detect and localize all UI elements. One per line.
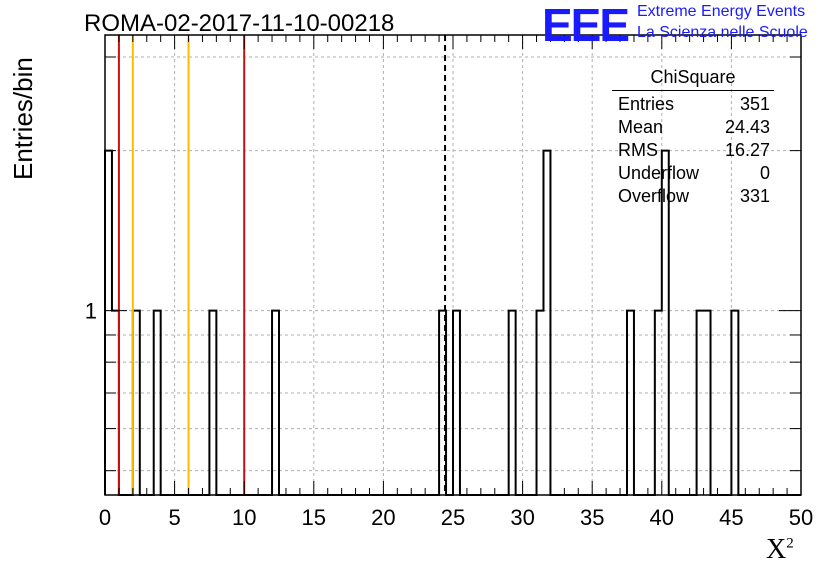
reference-lines: [117, 35, 447, 495]
stats-label: Entries: [618, 94, 675, 114]
stats-value: 16.27: [724, 140, 770, 160]
stats-value: 351: [739, 94, 770, 114]
logo-mark: EEE: [542, 0, 630, 51]
x-tick-label: 5: [168, 505, 180, 530]
stats-row-entries: Entries 351: [612, 93, 774, 116]
x-tick-label: 35: [580, 505, 604, 530]
stats-label: Mean: [618, 117, 664, 137]
x-tick-label: 0: [99, 505, 111, 530]
y-axis-label: Entries/bin: [8, 57, 38, 180]
y-tick-labels: 1: [85, 299, 97, 324]
x-axis-label-superscript: 2: [786, 535, 794, 552]
x-axis-label-base: X: [766, 534, 787, 565]
x-tick-labels: 0 5 10 15 20 25 30 35 40 45 50: [99, 505, 813, 530]
axis-ticks: [104, 35, 802, 495]
x-axis-label: X2: [766, 534, 794, 566]
stats-row-mean: Mean 24.43: [612, 116, 774, 139]
stats-box: ChiSquare Entries 351 Mean 24.43 RMS 16.27 …: [612, 64, 774, 208]
x-tick-label: 30: [510, 505, 534, 530]
stats-row-overflow: Overflow 331: [612, 185, 774, 208]
stats-value: 331: [739, 186, 770, 206]
stats-label: Overflow: [618, 186, 690, 206]
x-tick-label: 15: [302, 505, 326, 530]
x-tick-label: 10: [232, 505, 256, 530]
logo-line-2: La Scienza nelle Scuole: [637, 24, 808, 41]
chart-title: ROMA-02-2017-11-10-00218: [84, 10, 395, 37]
stats-label: Underflow: [618, 163, 700, 183]
stats-value: 0: [759, 163, 770, 183]
logo-line-1: Extreme Energy Events: [637, 3, 806, 20]
x-tick-label: 40: [650, 505, 674, 530]
x-tick-label: 25: [441, 505, 465, 530]
stats-row-rms: RMS 16.27: [612, 139, 774, 162]
x-tick-label: 20: [371, 505, 395, 530]
stats-title: ChiSquare: [612, 64, 774, 91]
stats-row-underflow: Underflow 0: [612, 162, 774, 185]
x-tick-label: 45: [719, 505, 743, 530]
x-tick-label: 50: [789, 505, 813, 530]
eee-logo: EEE Extreme Energy Events La Scienza nel…: [542, 0, 832, 51]
y-tick-label: 1: [85, 299, 97, 324]
stats-label: RMS: [618, 140, 658, 160]
stats-value: 24.43: [724, 117, 770, 137]
